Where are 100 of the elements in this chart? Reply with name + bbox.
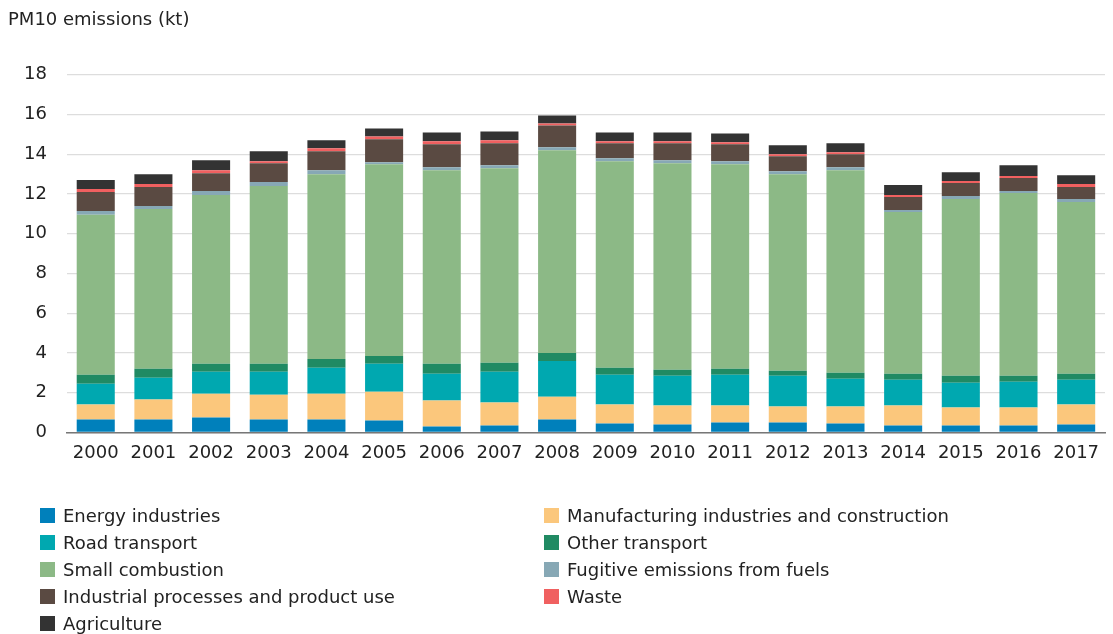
- bar: [941, 375, 980, 383]
- bar: [134, 377, 173, 400]
- bar: [884, 379, 923, 406]
- x-tick-label: 2015: [937, 440, 984, 462]
- bar: [307, 367, 346, 394]
- bar: [422, 132, 461, 142]
- legend-label: Waste: [567, 585, 623, 607]
- bar: [422, 373, 461, 401]
- bar: [192, 417, 231, 432]
- legend-label: Industrial processes and product use: [63, 585, 395, 607]
- bar: [941, 425, 980, 432]
- bar: [76, 192, 115, 211]
- bar: [76, 189, 115, 193]
- bar: [192, 363, 231, 372]
- legend-label: Other transport: [567, 531, 708, 553]
- bar: [768, 375, 807, 407]
- bar: [768, 171, 807, 175]
- bar: [76, 374, 115, 384]
- y-tick-label: 4: [35, 340, 47, 362]
- bar: [134, 419, 173, 432]
- bar: [307, 148, 346, 152]
- legend-label: Manufacturing industries and construction: [567, 504, 949, 526]
- bar: [711, 374, 750, 406]
- bar: [134, 368, 173, 378]
- bar: [768, 156, 807, 172]
- bar: [941, 172, 980, 182]
- bar: [480, 362, 519, 372]
- bar: [192, 173, 231, 192]
- bar: [538, 150, 577, 353]
- bar: [422, 400, 461, 427]
- bar: [538, 419, 577, 432]
- x-tick-label: 2000: [72, 440, 119, 462]
- bar: [192, 194, 231, 364]
- y-tick-label: 18: [24, 62, 47, 84]
- bar: [1057, 373, 1096, 380]
- bar: [999, 375, 1038, 382]
- bar: [1057, 201, 1096, 374]
- bar: [249, 419, 288, 432]
- x-tick-label: 2012: [764, 440, 811, 462]
- bar: [307, 170, 346, 175]
- bar: [365, 128, 404, 137]
- bar: [826, 167, 865, 171]
- bar: [538, 147, 577, 151]
- bar: [365, 164, 404, 356]
- y-tick-label: 6: [35, 300, 47, 322]
- x-tick-label: 2005: [361, 440, 408, 462]
- x-tick-label: 2010: [649, 440, 696, 462]
- bar: [76, 419, 115, 432]
- bar: [249, 163, 288, 183]
- bar: [826, 378, 865, 407]
- bar: [768, 422, 807, 432]
- y-tick-label: 14: [24, 141, 47, 163]
- bar: [826, 170, 865, 373]
- legend-label: Small combustion: [63, 558, 224, 580]
- bar: [941, 195, 980, 199]
- bar: [711, 161, 750, 165]
- x-tick-label: 2006: [418, 440, 465, 462]
- x-tick-label: 2011: [707, 440, 754, 462]
- bar: [884, 373, 923, 380]
- bar: [711, 133, 750, 143]
- bar: [826, 406, 865, 424]
- bar: [999, 193, 1038, 376]
- bar: [76, 404, 115, 420]
- bar: [653, 160, 692, 164]
- bar: [480, 371, 519, 403]
- x-tick-label: 2009: [591, 440, 638, 462]
- bar: [480, 143, 519, 166]
- bar: [999, 178, 1038, 192]
- bar: [307, 393, 346, 420]
- bar: [595, 423, 634, 432]
- bar: [307, 151, 346, 171]
- legend-label: Agriculture: [63, 612, 162, 634]
- bar: [711, 368, 750, 375]
- bar: [422, 167, 461, 171]
- bar: [192, 170, 231, 174]
- bar: [595, 374, 634, 405]
- bar: [422, 363, 461, 374]
- bar: [192, 393, 231, 418]
- legend-label: Energy industries: [63, 504, 221, 526]
- bar: [480, 131, 519, 141]
- bar: [884, 425, 923, 432]
- bar: [941, 407, 980, 426]
- bar: [653, 143, 692, 161]
- bar: [365, 139, 404, 163]
- y-tick-label: 2: [35, 380, 47, 402]
- bar: [595, 404, 634, 424]
- x-tick-label: 2017: [1053, 440, 1100, 462]
- bar: [480, 140, 519, 144]
- bar: [134, 399, 173, 420]
- bar: [365, 391, 404, 421]
- x-tick-label: 2003: [245, 440, 292, 462]
- bar: [1057, 404, 1096, 425]
- x-tick-label: 2002: [188, 440, 234, 462]
- bar: [653, 424, 692, 432]
- x-tick-label: 2016: [995, 440, 1042, 462]
- bar: [249, 363, 288, 372]
- bar: [826, 372, 865, 379]
- bar: [999, 425, 1038, 432]
- bar: [134, 187, 173, 206]
- bar: [826, 143, 865, 153]
